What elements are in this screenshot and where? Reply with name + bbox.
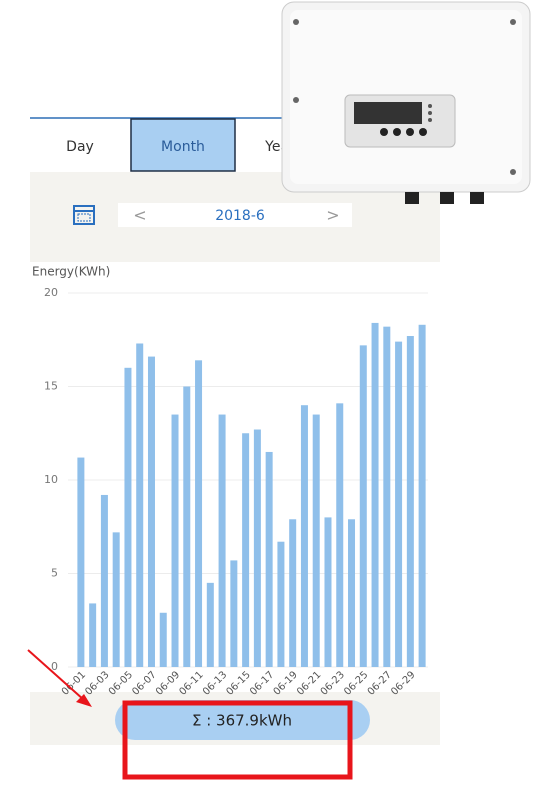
tab[interactable]: Day [66, 139, 94, 155]
bar [253, 429, 261, 667]
bar [300, 405, 308, 667]
date-bar [118, 203, 352, 227]
bar [242, 433, 250, 667]
prev-button[interactable]: < [133, 206, 146, 225]
bar [359, 345, 367, 667]
bar [348, 519, 356, 667]
bar [206, 582, 214, 667]
bar [124, 367, 132, 667]
y-tick-label: 20 [44, 286, 58, 299]
bar [383, 326, 391, 667]
bar [171, 414, 179, 667]
bar [100, 494, 108, 667]
arrow-head [76, 694, 92, 707]
bar [324, 517, 332, 667]
bar [218, 414, 226, 667]
total: Σ : 367.9kWh [192, 712, 292, 730]
bar [277, 541, 285, 667]
arrow-line [27, 649, 85, 701]
bar [112, 532, 120, 667]
highlight-box [122, 700, 353, 780]
y-axis-label: Energy(KWh) [32, 265, 110, 279]
bar [395, 341, 403, 667]
bar [159, 612, 167, 667]
tab-selected-bg [130, 118, 236, 172]
bar [136, 343, 144, 667]
bar [183, 386, 191, 667]
inverter-image [281, 1, 531, 204]
bar [312, 414, 320, 667]
tab[interactable]: Month [161, 139, 205, 155]
y-tick-label: 15 [44, 380, 58, 393]
bar [406, 336, 414, 667]
bar [418, 324, 426, 667]
y-tick-label: 10 [44, 473, 58, 486]
bar [89, 603, 97, 667]
bar [371, 322, 379, 667]
total-pill [115, 700, 370, 740]
bar [336, 403, 344, 667]
bar [230, 560, 238, 667]
y-tick-label: 5 [51, 567, 58, 580]
bar [289, 519, 297, 667]
next-button[interactable]: > [326, 206, 339, 225]
y-tick-label: 0 [51, 660, 58, 673]
date-label: 2018-6 [215, 208, 265, 224]
bar [195, 360, 203, 667]
calendar-icon[interactable] [73, 205, 95, 225]
bar [147, 356, 155, 667]
bar [77, 457, 85, 667]
bar [265, 451, 273, 667]
